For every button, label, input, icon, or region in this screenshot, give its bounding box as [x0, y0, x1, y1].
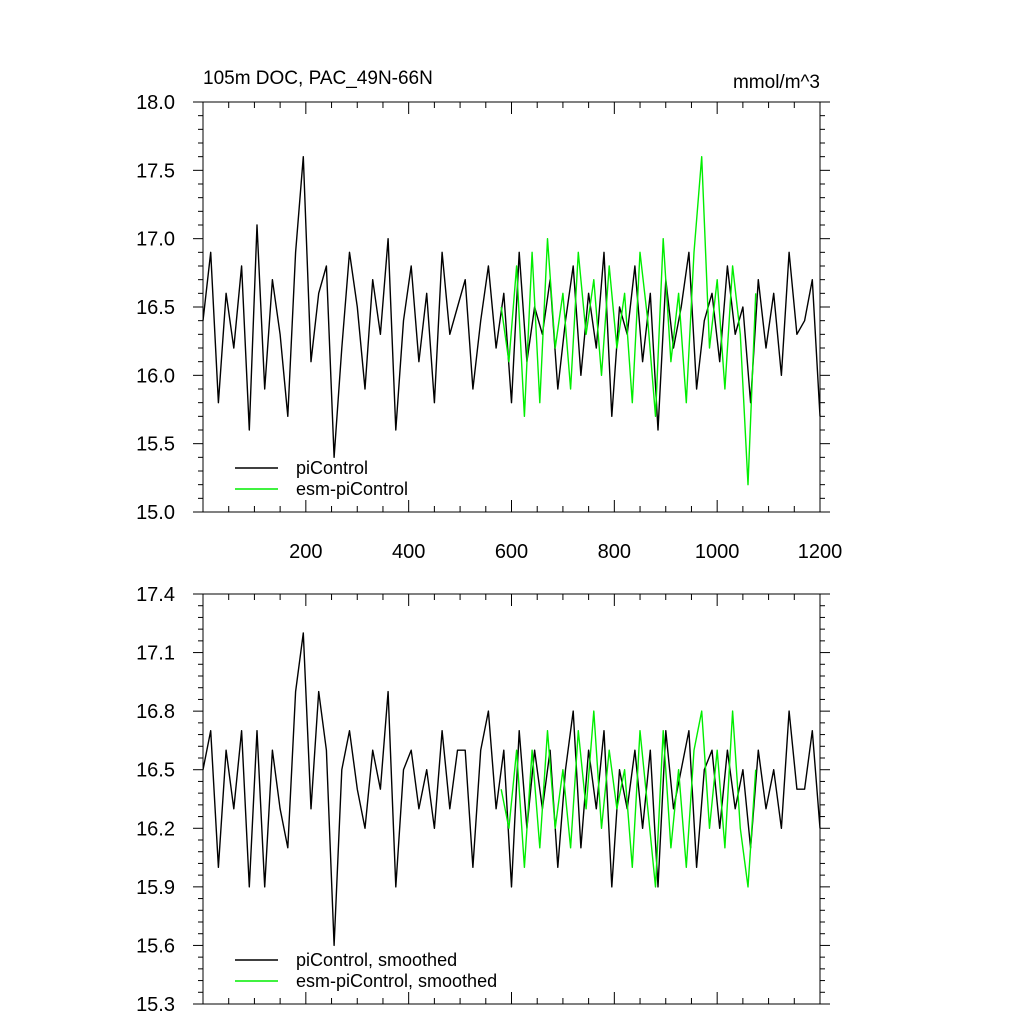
y-tick-label: 15.5: [136, 434, 175, 456]
x-tick-label: 1200: [798, 541, 843, 563]
chart-units: mmol/m^3: [733, 72, 820, 93]
y-tick-label: 16.0: [136, 365, 175, 387]
series-line-picontrol: [202, 632, 821, 947]
y-tick-label: 16.8: [136, 701, 175, 723]
series-line-esm-picontrol: [500, 710, 757, 888]
legend-label: piControl: [296, 458, 368, 478]
series-line-esm-picontrol: [500, 155, 757, 486]
y-tick-label: 16.5: [136, 760, 175, 782]
bottom-panel: 15.3 15.6 15.9 16.2 16.5 16.8 17.1 17.4 piContro…: [136, 584, 830, 1016]
y-tick-label: 16.2: [136, 818, 175, 840]
legend-label: esm-piControl, smoothed: [296, 971, 497, 991]
top-panel: 15.0 15.5 16.0 16.5 17.0 17.5 18.0 200 400 600 800…: [136, 92, 842, 563]
legend-label: piControl, smoothed: [296, 950, 457, 970]
y-tick-label: 15.3: [136, 994, 175, 1016]
chart-title: 105m DOC, PAC_49N-66N: [203, 68, 433, 89]
x-tick-label: 600: [495, 541, 528, 563]
y-tick-label: 15.0: [136, 502, 175, 524]
series-line-picontrol: [202, 155, 821, 458]
x-tick-label: 200: [289, 541, 322, 563]
x-tick-label: 800: [598, 541, 631, 563]
plot-frame: [202, 101, 821, 513]
y-tick-label: 15.6: [136, 935, 175, 957]
x-tick-label: 1000: [695, 541, 740, 563]
legend-label: esm-piControl: [296, 479, 408, 499]
x-tick-label: 400: [392, 541, 425, 563]
y-tick-label: 17.1: [136, 643, 175, 665]
y-tick-label: 17.5: [136, 160, 175, 182]
y-tick-label: 17.0: [136, 229, 175, 251]
y-tick-label: 15.9: [136, 877, 175, 899]
y-tick-label: 17.4: [136, 584, 175, 606]
y-tick-label: 18.0: [136, 92, 175, 114]
y-tick-label: 16.5: [136, 297, 175, 319]
